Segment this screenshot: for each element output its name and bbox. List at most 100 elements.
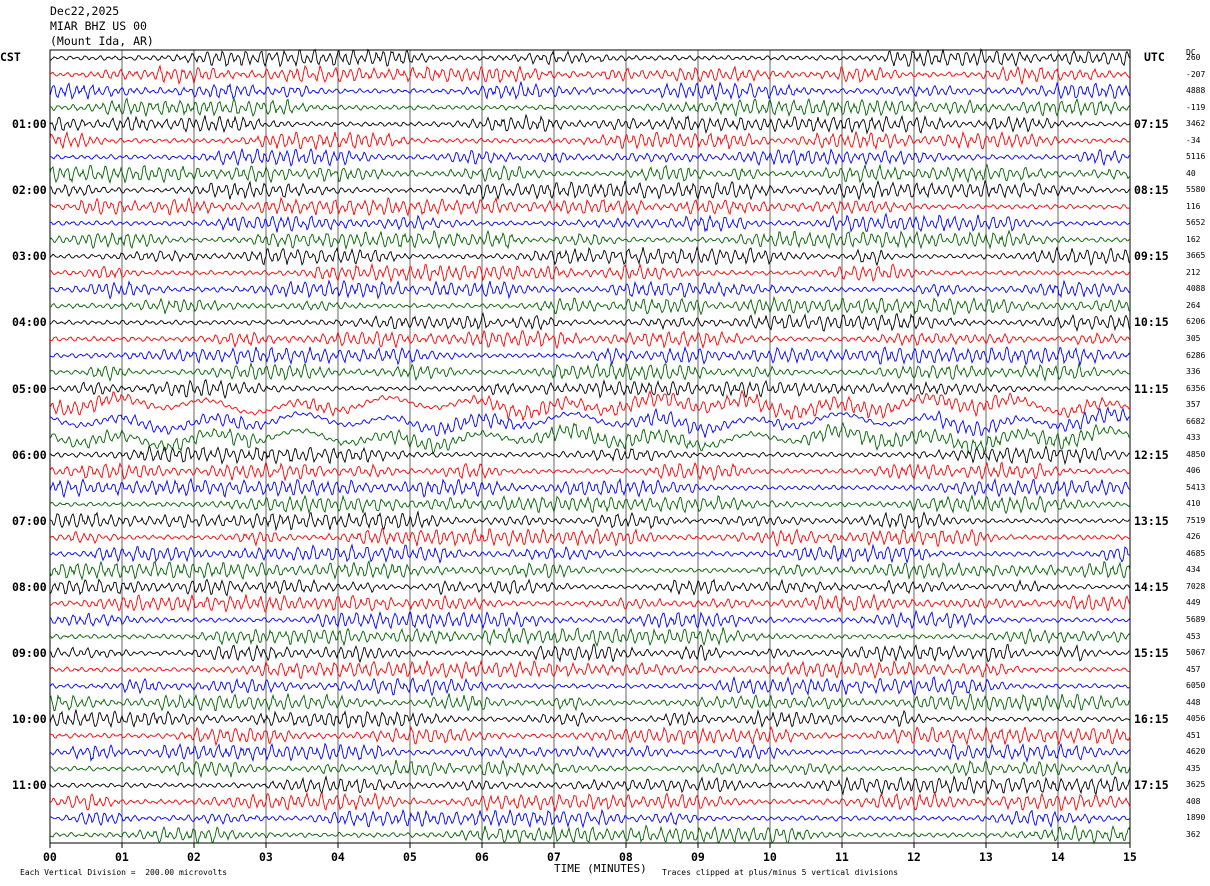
right-hour-label: 12:15	[1134, 447, 1169, 462]
dc-offset-label: 264	[1186, 300, 1201, 310]
right-hour-label: 08:15	[1134, 183, 1169, 198]
trace-46	[49, 808, 1131, 829]
right-hour-label: 17:15	[1134, 778, 1169, 793]
dc-offset-label: 434	[1186, 565, 1201, 575]
trace-11	[49, 229, 1131, 251]
trace-37	[49, 659, 1131, 680]
dc-offset-label: 435	[1186, 763, 1201, 773]
dc-offset-label: 40	[1186, 168, 1196, 178]
trace-39	[49, 692, 1131, 712]
trace-44	[49, 774, 1131, 796]
trace-15	[49, 295, 1131, 316]
trace-23	[49, 421, 1131, 456]
station-label: MIAR BHZ US 00	[50, 19, 147, 33]
dc-offset-label: -34	[1186, 135, 1201, 145]
right-hour-label: 16:15	[1134, 712, 1169, 727]
trace-26	[49, 477, 1131, 499]
trace-43	[49, 759, 1131, 779]
right-timezone-label: UTC	[1144, 50, 1165, 64]
left-hour-label: 01:00	[12, 117, 47, 132]
dc-offset-label: 116	[1186, 201, 1201, 211]
date-label: Dec22,2025	[50, 4, 120, 18]
x-tick-label: 10	[763, 850, 777, 864]
trace-41	[49, 725, 1131, 747]
dc-offset-label: 457	[1186, 664, 1201, 674]
dc-offset-label: 4620	[1186, 747, 1206, 757]
x-tick-label: 02	[187, 850, 201, 864]
dc-offset-label: -207	[1186, 69, 1206, 79]
dc-offset-label: 5652	[1186, 218, 1206, 228]
dc-offset-label: 4088	[1186, 284, 1206, 294]
dc-offset-label: 7028	[1186, 581, 1206, 591]
left-hour-label: 07:00	[12, 513, 47, 528]
left-hour-label: 10:00	[12, 712, 47, 727]
scale-note: Each Vertical Division = 200.00 microvol…	[20, 868, 228, 877]
left-hour-label: 02:00	[12, 183, 47, 198]
dc-offset-label: 5116	[1186, 152, 1206, 162]
trace-34	[49, 609, 1131, 630]
dc-offset-label: 3462	[1186, 119, 1206, 129]
left-timezone-label: CST	[0, 50, 21, 64]
dc-offset-label: 410	[1186, 499, 1201, 509]
dc-offset-label: 3665	[1186, 251, 1206, 261]
left-hour-label: 08:00	[12, 579, 47, 594]
dc-offset-label: 362	[1186, 829, 1201, 839]
dc-offset-label: 5689	[1186, 615, 1206, 625]
location-label: (Mount Ida, AR)	[50, 34, 154, 48]
dc-offset-label: 260	[1186, 53, 1201, 62]
x-tick-label: 05	[403, 850, 417, 864]
x-tick-label: 08	[619, 850, 633, 864]
x-tick-label: 14	[1051, 850, 1065, 864]
left-hour-label: 06:00	[12, 447, 47, 462]
trace-16	[49, 312, 1131, 333]
dc-offset-label: 357	[1186, 400, 1201, 410]
trace-4	[49, 113, 1131, 135]
trace-42	[49, 742, 1131, 763]
trace-13	[49, 262, 1131, 283]
left-hour-label: 11:00	[12, 778, 47, 793]
trace-8	[50, 179, 1131, 201]
left-hour-label: 04:00	[12, 315, 47, 330]
dc-offset-label: 426	[1186, 532, 1201, 542]
x-tick-label: 11	[835, 850, 849, 864]
trace-6	[49, 147, 1131, 167]
x-tick-label: 03	[259, 850, 273, 864]
dc-offset-label: 4685	[1186, 548, 1206, 558]
dc-offset-label: 6050	[1186, 681, 1206, 691]
dc-offset-label: 305	[1186, 334, 1201, 343]
x-tick-label: 12	[907, 850, 921, 864]
trace-10	[49, 212, 1131, 233]
x-tick-label: 13	[979, 850, 993, 864]
dc-offset-label: 336	[1186, 367, 1201, 377]
trace-2	[49, 80, 1131, 102]
trace-14	[49, 279, 1131, 300]
trace-35	[49, 627, 1131, 648]
trace-21	[49, 389, 1131, 421]
trace-24	[49, 445, 1131, 466]
trace-45	[49, 791, 1131, 813]
trace-28	[49, 510, 1131, 532]
trace-25	[49, 460, 1131, 482]
right-hour-label: 13:15	[1134, 513, 1169, 528]
trace-5	[49, 130, 1131, 151]
dc-offset-label: 162	[1186, 234, 1201, 244]
trace-33	[49, 593, 1131, 614]
trace-30	[49, 543, 1131, 565]
dc-offset-label: 4888	[1186, 86, 1206, 96]
trace-3	[49, 96, 1131, 118]
left-hour-label: 09:00	[12, 646, 47, 661]
trace-22	[49, 406, 1131, 438]
trace-38	[49, 676, 1131, 697]
left-hour-label: 03:00	[12, 249, 47, 264]
plot-frame	[49, 49, 1131, 844]
trace-40	[49, 708, 1131, 729]
trace-18	[49, 345, 1131, 367]
x-tick-label: 01	[115, 850, 129, 864]
trace-31	[49, 559, 1131, 581]
trace-12	[49, 245, 1131, 267]
dc-offset-label: 448	[1186, 697, 1201, 707]
trace-29	[49, 527, 1131, 548]
right-hour-label: 07:15	[1134, 117, 1169, 132]
trace-47	[49, 824, 1131, 845]
left-hour-label: 05:00	[12, 381, 47, 396]
